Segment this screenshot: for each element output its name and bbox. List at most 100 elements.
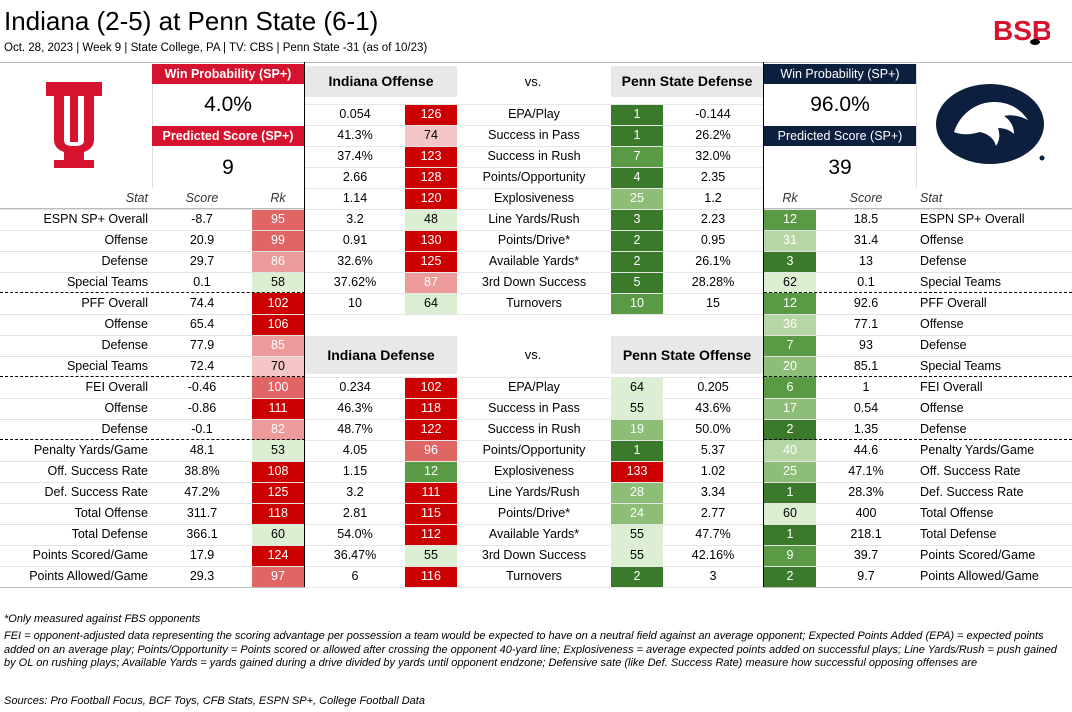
right-rank: 3 <box>764 251 816 272</box>
right-score: 92.6 <box>853 296 879 310</box>
right-score: 31.4 <box>853 233 879 247</box>
matchup1-right-rank: 10 <box>611 293 663 314</box>
matchup1-right-value: 26.2% <box>695 128 731 142</box>
right-rank: 12 <box>764 209 816 230</box>
matchup1-left-value: 32.6% <box>337 254 373 268</box>
right-stat-label: ESPN SP+ Overall <box>920 212 1025 226</box>
matchup2-stat: Points/Opportunity <box>482 443 586 457</box>
left-stat-label: Points Scored/Game <box>32 548 148 562</box>
indiana-pred-score: 9 <box>222 156 234 179</box>
matchup1-left-value: 37.4% <box>337 149 373 163</box>
matchup2-right-value: 42.16% <box>691 548 735 562</box>
matchup2-stat: EPA/Play <box>508 380 560 394</box>
left-score: 0.1 <box>193 275 211 289</box>
left-score: 77.9 <box>189 338 215 352</box>
matchup1-stat: Line Yards/Rush <box>488 212 580 226</box>
matchup1-right-value: 2.23 <box>700 212 726 226</box>
matchup1-stat: Points/Opportunity <box>482 170 586 184</box>
matchup2-left-value: 3.2 <box>346 485 364 499</box>
left-stat-label: Defense <box>101 422 148 436</box>
indiana-pred-score-label: Predicted Score (SP+) <box>152 126 304 146</box>
matchup2-left-rank: 96 <box>405 440 457 461</box>
right-stat-label: Total Defense <box>920 527 997 541</box>
left-rank: 95 <box>252 209 304 230</box>
matchup2-left-rank: 115 <box>405 503 457 524</box>
right-rank: 2 <box>764 419 816 440</box>
matchup1-right-rank: 2 <box>611 230 663 251</box>
matchup2-stat: Explosiveness <box>494 464 574 478</box>
matchup2-right-rank: 1 <box>611 440 663 461</box>
matchup1-right-rank: 25 <box>611 188 663 209</box>
matchup2-right-value: 47.7% <box>695 527 731 541</box>
matchup1-left-rank: 125 <box>405 251 457 272</box>
bsb-logo: BSB <box>990 8 1052 48</box>
matchup1-right-title: Penn State Defense <box>611 66 763 97</box>
matchup2-right-value: 3 <box>709 569 717 583</box>
right-rank: 31 <box>764 230 816 251</box>
footnote-fbs: *Only measured against FBS opponents <box>4 613 201 625</box>
left-score: 65.4 <box>189 317 215 331</box>
left-rank: 100 <box>252 377 304 398</box>
right-score: 218.1 <box>850 527 882 541</box>
left-score: -8.7 <box>191 212 213 226</box>
right-stat-label: Offense <box>920 401 964 415</box>
matchup1-right-rank: 3 <box>611 209 663 230</box>
right-header-score: Score <box>849 191 883 205</box>
matchup1-left-rank: 87 <box>405 272 457 293</box>
matchup1-left-rank: 130 <box>405 230 457 251</box>
right-stat-label: Defense <box>920 338 967 352</box>
matchup2-right-rank: 19 <box>611 419 663 440</box>
matchup1-stat: Turnovers <box>506 296 562 310</box>
matchup1-stat: Explosiveness <box>494 191 574 205</box>
left-rank: 124 <box>252 545 304 566</box>
pennstate-logo <box>934 82 1050 166</box>
matchup1-right-value: 2.35 <box>700 170 726 184</box>
matchup1-left-rank: 48 <box>405 209 457 230</box>
matchup1-vs: vs. <box>524 74 542 89</box>
left-stat-label: PFF Overall <box>81 296 148 310</box>
matchup2-right-value: 2.77 <box>700 506 726 520</box>
matchup2-right-value: 1.02 <box>700 464 726 478</box>
left-rank: 108 <box>252 461 304 482</box>
left-rank: 86 <box>252 251 304 272</box>
matchup2-right-rank: 24 <box>611 503 663 524</box>
matchup2-right-value: 3.34 <box>700 485 726 499</box>
right-stat-label: PFF Overall <box>920 296 987 310</box>
matchup1-left-rank: 126 <box>405 104 457 125</box>
matchup1-right-value: 15 <box>706 296 720 310</box>
right-score: 400 <box>855 506 877 520</box>
right-stat-label: Defense <box>920 422 967 436</box>
left-score: -0.86 <box>187 401 217 415</box>
matchup2-right-title: Penn State Offense <box>611 336 763 374</box>
matchup2-left-rank: 12 <box>405 461 457 482</box>
left-rank: 125 <box>252 482 304 503</box>
matchup2-stat: Points/Drive* <box>497 506 571 520</box>
pennstate-win-prob: 96.0% <box>810 93 870 116</box>
right-score: 28.3% <box>848 485 884 499</box>
left-rank: 111 <box>252 398 304 419</box>
matchup2-stat: 3rd Down Success <box>481 548 587 562</box>
matchup2-left-rank: 102 <box>405 377 457 398</box>
matchup2-left-value: 46.3% <box>337 401 373 415</box>
right-score: 9.7 <box>857 569 875 583</box>
left-rank: 102 <box>252 293 304 314</box>
right-rank: 1 <box>764 482 816 503</box>
left-score: 72.4 <box>189 359 215 373</box>
left-score: 366.1 <box>186 527 218 541</box>
left-stat-label: Def. Success Rate <box>44 485 148 499</box>
left-stat-label: Defense <box>101 254 148 268</box>
left-stat-label: Off. Success Rate <box>47 464 148 478</box>
matchup1-left-rank: 120 <box>405 188 457 209</box>
matchup2-left-rank: 122 <box>405 419 457 440</box>
left-stat-label: FEI Overall <box>85 380 148 394</box>
pennstate-pred-score: 39 <box>828 156 852 179</box>
left-stat-label: Total Offense <box>74 506 148 520</box>
matchup2-left-value: 54.0% <box>337 527 373 541</box>
right-rank: 12 <box>764 293 816 314</box>
page-title: Indiana (2-5) at Penn State (6-1) <box>4 6 379 36</box>
matchup2-left-value: 0.234 <box>339 380 371 394</box>
pennstate-win-prob-label: Win Probability (SP+) <box>764 64 916 84</box>
matchup2-left-value: 36.47% <box>333 548 377 562</box>
matchup1-right-value: 1.2 <box>704 191 722 205</box>
right-rank: 62 <box>764 272 816 293</box>
